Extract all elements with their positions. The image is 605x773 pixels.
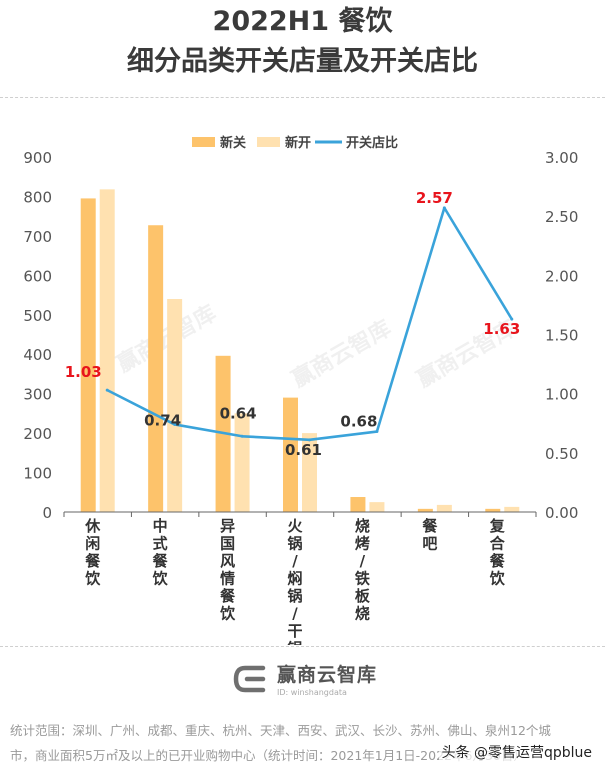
- left-axis-tick-label: 100: [23, 465, 52, 483]
- category-label: 异国风情餐饮: [219, 517, 236, 623]
- stat-note: 统计范围：深圳、广州、成都、重庆、杭州、天津、西安、武汉、长沙、苏州、佛山、泉州…: [10, 718, 600, 768]
- legend-swatch: [192, 137, 215, 147]
- bar-opened: [504, 506, 520, 512]
- brand-logo: 赢商云智库 ID: winshangdata: [233, 660, 377, 697]
- category-label: 火锅/焖锅/干锅: [287, 517, 303, 645]
- ratio-data-label: 1.63: [483, 320, 520, 338]
- brand-mark-icon: [233, 665, 266, 692]
- right-axis-tick-label: 0.00: [545, 504, 578, 522]
- source-badge: 头条 @零售运营qpblue: [438, 742, 595, 762]
- bar-closed: [80, 198, 96, 512]
- ratio-point: [510, 317, 514, 321]
- left-axis-tick-label: 200: [23, 425, 52, 443]
- bar-closed: [417, 508, 433, 512]
- chart-title-line1: 2022H1 餐饮: [212, 6, 393, 37]
- bottom-divider: [0, 646, 605, 647]
- left-axis-tick-label: 900: [23, 149, 52, 167]
- right-axis-tick-label: 1.50: [545, 327, 578, 345]
- ratio-point: [105, 388, 109, 392]
- ratio-data-label: 0.68: [340, 413, 377, 431]
- brand-name: 赢商云智库: [277, 664, 378, 686]
- bar-closed: [350, 497, 366, 512]
- left-axis-tick-label: 400: [23, 346, 52, 364]
- bar-opened: [302, 433, 317, 512]
- ratio-point: [173, 422, 177, 426]
- ratio-point: [308, 438, 311, 442]
- right-axis-tick-label: 3.00: [545, 149, 578, 167]
- ratio-data-label: 1.03: [65, 363, 102, 381]
- top-divider: [0, 97, 605, 98]
- ratio-point: [442, 206, 446, 210]
- bar-opened: [99, 189, 115, 512]
- stat-note-line2: 市，商业面积5万㎡及以上的已开业购物中心（统计时间：2021年1月1日-2022…: [10, 748, 526, 763]
- right-axis-tick-label: 2.00: [545, 267, 578, 285]
- bar-closed: [485, 508, 501, 512]
- legend-label: 新开: [285, 135, 311, 151]
- legend-label: 开关店比: [346, 135, 398, 151]
- left-axis-tick-label: 500: [23, 307, 52, 325]
- right-axis-tick-label: 0.50: [545, 445, 578, 463]
- bar-opened: [234, 413, 250, 512]
- left-axis-tick-label: 800: [23, 188, 52, 206]
- brand-id: ID: winshangdata: [277, 688, 347, 697]
- right-axis-tick-label: 2.50: [545, 208, 578, 226]
- ratio-data-label: 0.74: [144, 411, 181, 429]
- stat-note-line1: 统计范围：深圳、广州、成都、重庆、杭州、天津、西安、武汉、长沙、苏州、佛山、泉州…: [10, 723, 551, 738]
- ratio-data-label: 0.61: [285, 441, 322, 459]
- left-axis-tick-label: 700: [23, 228, 52, 246]
- legend-swatch: [257, 137, 280, 147]
- combo-chart: 赢商云智库 赢商云智库 赢商云智库0100200300400500600700800…: [23, 135, 578, 645]
- ratio-data-label: 2.57: [416, 189, 453, 207]
- category-label: 复合餐饮: [489, 517, 506, 588]
- watermark-text: 赢商云智库: [287, 315, 395, 393]
- category-label: 休闲餐饮: [84, 517, 101, 588]
- category-label: 烧烤/铁板烧: [355, 517, 371, 623]
- chart-title-line2: 细分品类开关店量及开关店比: [127, 46, 478, 77]
- bar-opened: [167, 299, 183, 512]
- ratio-point: [375, 430, 379, 434]
- legend-label: 新关: [220, 135, 246, 151]
- ratio-point: [240, 434, 244, 438]
- ratio-data-label: 0.64: [220, 404, 257, 422]
- bar-closed: [283, 397, 298, 512]
- left-axis-tick-label: 300: [23, 386, 52, 404]
- watermark-text: 赢商云智库: [112, 300, 220, 378]
- left-axis-tick-label: 600: [23, 267, 52, 285]
- left-axis-tick-label: 0: [42, 504, 52, 522]
- bar-closed: [148, 225, 164, 512]
- category-label: 中式餐饮: [152, 517, 169, 588]
- bar-opened: [436, 504, 452, 512]
- bar-opened: [369, 502, 385, 512]
- category-label: 餐吧: [422, 517, 438, 553]
- right-axis-tick-label: 1.00: [545, 386, 578, 404]
